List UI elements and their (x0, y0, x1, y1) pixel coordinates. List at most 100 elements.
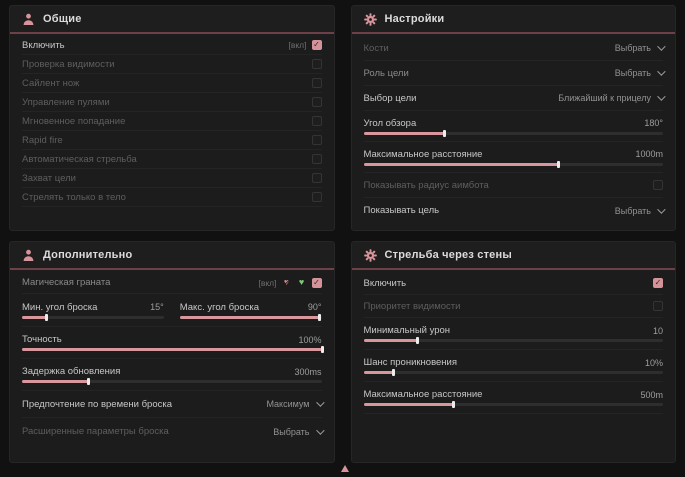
checkbox[interactable] (653, 301, 663, 311)
panel-general-rows: Включить [вкл] ✓ Проверка видимости Сайл… (10, 34, 334, 230)
fov-slider[interactable] (363, 129, 663, 137)
checkbox[interactable]: ✓ (311, 40, 322, 50)
toggle-label: Автоматическая стрельба (22, 153, 137, 165)
setting-label: Выбор цели (363, 92, 417, 104)
max-distance-slider[interactable] (363, 160, 663, 168)
panel-settings-rows: Кости Выбрать Роль цели Выбрать Выбор це… (352, 34, 676, 230)
toggle-silent-knife[interactable]: Сайлент нож (22, 74, 322, 93)
advanced-params-row: Расширенные параметры броска Выбрать (22, 418, 325, 445)
checkbox[interactable] (653, 180, 663, 190)
wallbang-max-distance-slider-row: Максимальное расстояние 500m (363, 382, 663, 414)
penetration-chance-slider[interactable] (363, 369, 663, 376)
checkbox[interactable] (311, 116, 322, 126)
slider-fill (363, 337, 420, 344)
toggle-label: Показывать радиус аимбота (363, 179, 489, 191)
max-distance-slider-row: Максимальное расстояние 1000m (363, 142, 663, 173)
toggle-label: Включить (22, 39, 65, 51)
toggle-label: Стрелять только в тело (22, 191, 126, 203)
wallbang-max-distance-slider[interactable] (363, 401, 663, 408)
min-damage-slider[interactable] (363, 337, 663, 344)
panel-general: Общие Включить [вкл] ✓ Проверка видимост… (9, 5, 335, 231)
checkbox[interactable] (311, 59, 322, 69)
throw-time-dropdown[interactable]: Максимум (266, 398, 325, 409)
show-target-dropdown[interactable]: Выбрать (614, 204, 666, 216)
target-role-row: Роль цели Выбрать (363, 61, 666, 86)
chevron-down-icon (657, 204, 666, 214)
show-radius-row[interactable]: Показывать радиус аимбота (363, 173, 663, 198)
magic-grenade-row[interactable]: Магическая граната [вкл] ♥ ♥ ✓ (22, 272, 322, 294)
accuracy-slider-row: Точность 100% (22, 327, 323, 359)
accuracy-slider[interactable] (22, 346, 323, 353)
toggle-target-lock[interactable]: Захват цели (22, 169, 322, 188)
max-throw-slider[interactable] (179, 313, 322, 321)
checkbox[interactable] (311, 97, 322, 107)
dropdown-value: Выбрать (614, 43, 651, 53)
checkbox[interactable] (311, 192, 322, 202)
toggle-body-only[interactable]: Стрелять только в тело (22, 188, 322, 207)
toggle-label: Управление пулями (22, 96, 110, 108)
setting-label: Роль цели (363, 67, 409, 79)
min-throw-slider[interactable] (22, 313, 164, 321)
panel-additional-rows: Магическая граната [вкл] ♥ ♥ ✓ Мин. угол… (10, 270, 334, 462)
toggle-label: Rapid fire (22, 134, 63, 146)
wallbang-enable-row[interactable]: Включить ✓ (363, 272, 663, 295)
slider-label: Максимальное расстояние (363, 389, 483, 400)
checkbox[interactable] (311, 78, 322, 88)
heart-off-icon[interactable]: ♥ (282, 278, 292, 288)
chevron-down-icon (315, 398, 325, 407)
aimbot-person-icon (22, 249, 35, 262)
toggle-label: Мгновенное попадание (22, 115, 126, 127)
panel-wallbang: Стрельба через стены Включить ✓ Приорите… (350, 241, 676, 463)
toggle-visibility-check[interactable]: Проверка видимости (22, 55, 322, 74)
visibility-priority-row[interactable]: Приоритет видимости (363, 295, 663, 318)
panel-wallbang-rows: Включить ✓ Приоритет видимости Минимальн… (352, 270, 676, 462)
checkbox[interactable] (311, 173, 322, 183)
slider-label: Угол обзора (363, 117, 417, 129)
slider-fill (363, 401, 456, 408)
advanced-params-dropdown[interactable]: Выбрать (273, 425, 325, 437)
cursor-marker (341, 465, 349, 472)
panel-title: Дополнительно (43, 249, 133, 261)
toggle-label: Сайлент нож (22, 77, 80, 89)
bones-dropdown[interactable]: Выбрать (614, 42, 666, 53)
panel-title: Общие (43, 13, 82, 25)
toggle-enable[interactable]: Включить [вкл] ✓ (22, 36, 322, 55)
slider-fill (179, 313, 321, 321)
toggle-label: Проверка видимости (22, 58, 115, 70)
checkbox[interactable]: ✓ (653, 278, 663, 288)
toggle-bullet-control[interactable]: Управление пулями (22, 93, 322, 112)
setting-label: Показывать цель (363, 205, 440, 216)
throw-time-row: Предпочтение по времени броска Максимум (22, 391, 325, 418)
toggle-rapid-fire[interactable]: Rapid fire (22, 131, 322, 150)
dropdown-value: Выбрать (614, 68, 651, 78)
slider-label: Шанс проникновения (363, 357, 458, 368)
target-role-dropdown[interactable]: Выбрать (614, 67, 666, 78)
slider-fill (22, 346, 323, 353)
checkbox[interactable] (311, 135, 322, 145)
slider-fill (363, 369, 396, 376)
toggle-label: Магическая граната (22, 277, 111, 288)
fov-slider-row: Угол обзора 180° (363, 111, 663, 142)
panel-general-header: Общие (10, 6, 334, 34)
checkbox[interactable]: ✓ (311, 277, 322, 288)
gear-icon (363, 248, 377, 262)
dropdown-value: Выбрать (614, 205, 651, 216)
chevron-down-icon (315, 425, 325, 435)
toggle-instant-hit[interactable]: Мгновенное попадание (22, 112, 322, 131)
dropdown-value: Максимум (266, 399, 310, 409)
slider-value: 100% (298, 334, 322, 345)
update-delay-slider-row: Задержка обновления 300ms (22, 359, 322, 391)
min-throw-slider-col: Мин. угол броска 15° (22, 294, 164, 326)
checkbox[interactable] (311, 154, 322, 164)
target-select-dropdown[interactable]: Ближайший к прицелу (558, 92, 666, 103)
show-target-row: Показывать цель Выбрать (363, 198, 666, 223)
panel-wallbang-header: Стрельба через стены (351, 242, 675, 270)
hotkey-tag: [вкл] (288, 40, 307, 50)
slider-value: 180° (644, 118, 663, 128)
dropdown-value: Ближайший к прицелу (558, 93, 651, 103)
toggle-auto-fire[interactable]: Автоматическая стрельба (22, 150, 322, 169)
update-delay-slider[interactable] (22, 378, 322, 385)
slider-fill (22, 378, 90, 385)
heart-on-icon[interactable]: ♥ (298, 277, 305, 287)
slider-fill (363, 160, 560, 168)
